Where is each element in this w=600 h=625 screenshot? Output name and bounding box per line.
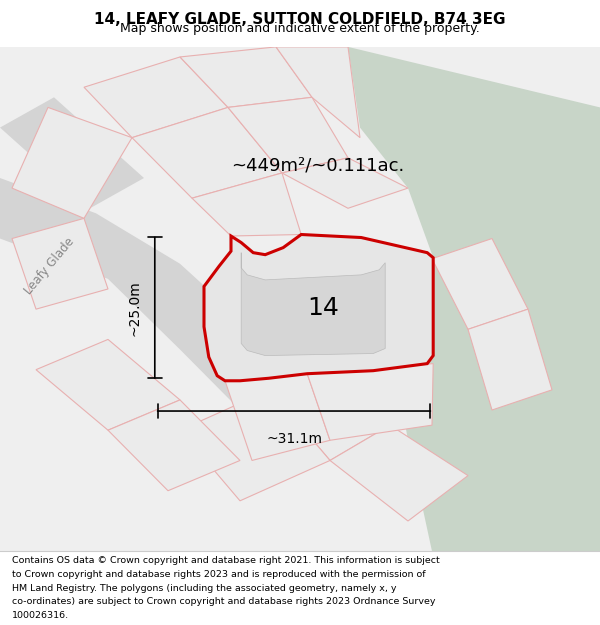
Polygon shape [108, 400, 240, 491]
Polygon shape [225, 374, 330, 461]
Polygon shape [330, 425, 468, 521]
Polygon shape [432, 239, 528, 329]
Polygon shape [84, 57, 228, 138]
Polygon shape [0, 98, 144, 208]
Polygon shape [270, 359, 390, 461]
Text: to Crown copyright and database rights 2023 and is reproduced with the permissio: to Crown copyright and database rights 2… [12, 570, 425, 579]
Polygon shape [348, 47, 600, 551]
Polygon shape [276, 47, 360, 138]
Polygon shape [12, 107, 132, 218]
Text: 14: 14 [307, 296, 339, 320]
Polygon shape [0, 178, 276, 410]
Polygon shape [180, 390, 330, 501]
Polygon shape [192, 173, 301, 236]
Text: ~25.0m: ~25.0m [128, 280, 142, 336]
Text: co-ordinates) are subject to Crown copyright and database rights 2023 Ordnance S: co-ordinates) are subject to Crown copyr… [12, 598, 436, 606]
Text: Leafy Glade: Leafy Glade [22, 236, 77, 298]
Polygon shape [180, 47, 312, 108]
Polygon shape [241, 253, 385, 356]
Text: HM Land Registry. The polygons (including the associated geometry, namely x, y: HM Land Registry. The polygons (includin… [12, 584, 397, 592]
Text: ~31.1m: ~31.1m [266, 432, 322, 446]
Polygon shape [12, 218, 108, 309]
Polygon shape [36, 339, 180, 430]
Polygon shape [282, 158, 408, 208]
Polygon shape [228, 98, 348, 173]
Text: 100026316.: 100026316. [12, 611, 69, 620]
Polygon shape [307, 364, 433, 440]
Text: 14, LEAFY GLADE, SUTTON COLDFIELD, B74 3EG: 14, LEAFY GLADE, SUTTON COLDFIELD, B74 3… [94, 12, 506, 27]
Text: ~449m²/~0.111ac.: ~449m²/~0.111ac. [231, 156, 404, 174]
Polygon shape [204, 234, 433, 381]
Polygon shape [468, 309, 552, 410]
Polygon shape [132, 107, 282, 198]
Text: Map shows position and indicative extent of the property.: Map shows position and indicative extent… [120, 22, 480, 35]
Text: Contains OS data © Crown copyright and database right 2021. This information is : Contains OS data © Crown copyright and d… [12, 556, 440, 566]
